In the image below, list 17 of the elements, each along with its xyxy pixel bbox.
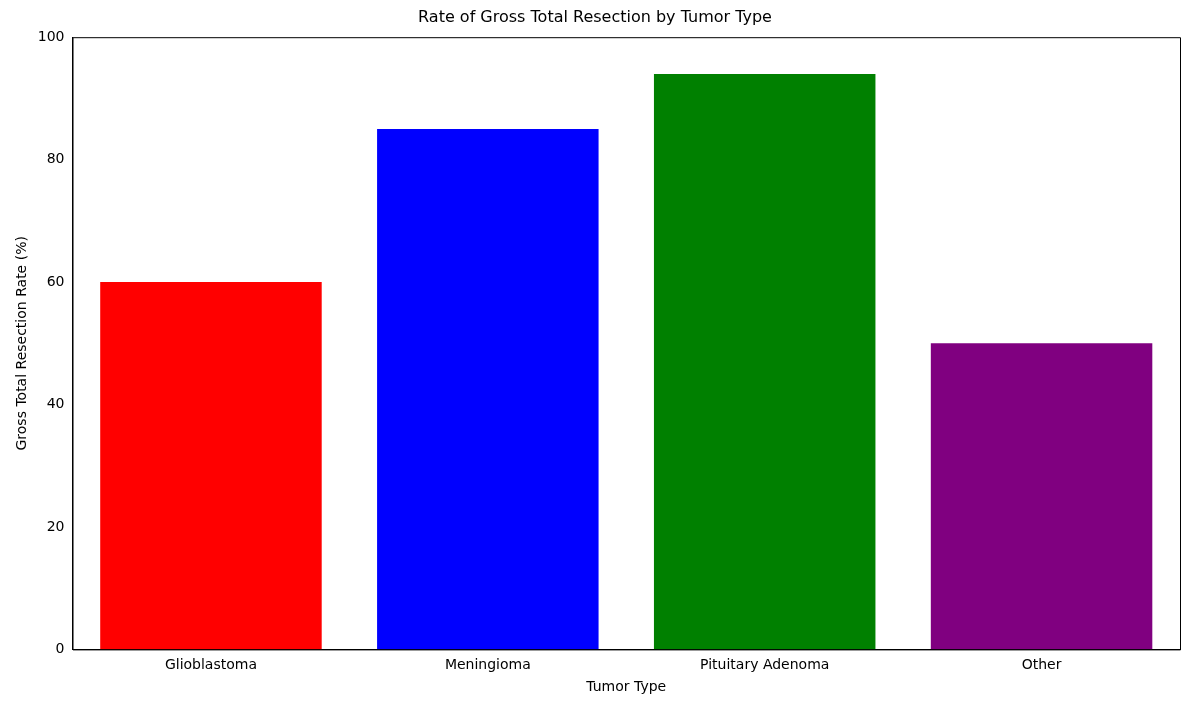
x-tick-label: Other bbox=[1021, 656, 1062, 673]
y-axis-title: Gross Total Resection Rate (%) bbox=[13, 236, 30, 451]
bar bbox=[930, 343, 1153, 650]
y-tick-label: 60 bbox=[46, 272, 65, 289]
y-tick-label: 0 bbox=[55, 640, 65, 657]
chart-title: Rate of Gross Total Resection by Tumor Type bbox=[418, 6, 772, 26]
x-tick-label: Pituitary Adenoma bbox=[700, 656, 830, 673]
y-tick-label: 40 bbox=[46, 395, 65, 412]
x-axis-title: Tumor Type bbox=[585, 678, 667, 695]
y-tick-label: 20 bbox=[46, 517, 65, 534]
bar bbox=[653, 73, 876, 650]
y-tick-label: 80 bbox=[46, 150, 65, 167]
bar bbox=[377, 129, 599, 650]
x-tick-label: Glioblastoma bbox=[164, 656, 258, 673]
bar bbox=[100, 282, 322, 650]
x-tick-label: Meningioma bbox=[444, 656, 531, 673]
y-tick-label: 100 bbox=[37, 27, 65, 44]
